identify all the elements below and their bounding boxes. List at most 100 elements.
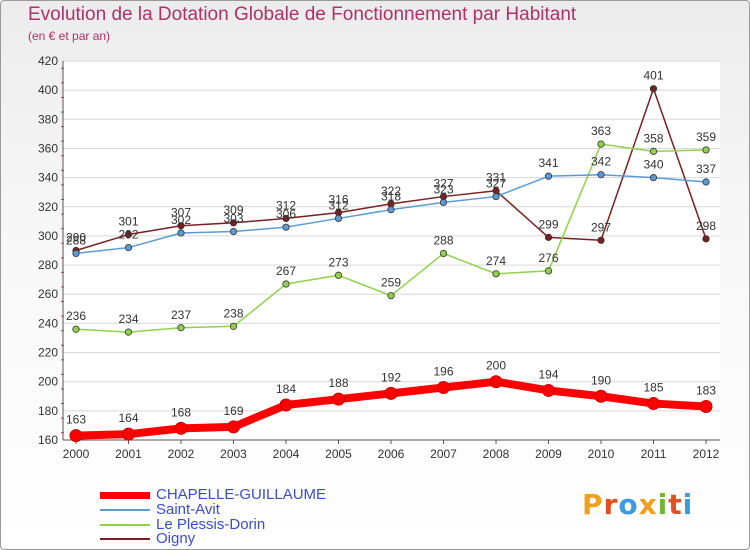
point-oigny-2002: [177, 222, 185, 230]
point-le-plessis-dorin-2011: [649, 147, 658, 155]
logo-letter: r: [603, 488, 619, 521]
y-tick-label-180: 180: [38, 404, 58, 418]
data-label-oigny-2008: 331: [486, 171, 506, 185]
point-oigny-2010: [597, 236, 605, 244]
point-saint-avit-2010: [597, 171, 605, 179]
data-label-chapelle-guillaume-2003: 169: [223, 404, 243, 418]
data-label-chapelle-guillaume-2012: 183: [696, 383, 716, 397]
point-le-plessis-dorin-2004: [282, 280, 290, 288]
logo-letter: o: [618, 488, 639, 521]
data-label-le-plessis-dorin-2003: 238: [223, 306, 243, 320]
point-saint-avit-2006: [387, 206, 395, 214]
data-label-le-plessis-dorin-2008: 274: [486, 254, 506, 268]
point-saint-avit-2008: [492, 192, 500, 201]
data-label-saint-avit-2011: 340: [643, 158, 663, 172]
point-chapelle-guillaume-2005: [332, 392, 345, 406]
y-tick-label-300: 300: [38, 229, 58, 243]
logo-letter: i: [682, 488, 694, 521]
legend-label-oigny: Oigny: [156, 530, 196, 547]
x-tick-label-2000: 2000: [63, 447, 90, 461]
data-label-le-plessis-dorin-2009: 276: [538, 251, 558, 265]
data-label-le-plessis-dorin-2011: 358: [643, 131, 663, 145]
data-label-chapelle-guillaume-2001: 164: [118, 411, 138, 425]
point-saint-avit-2001: [124, 243, 133, 252]
data-label-chapelle-guillaume-2007: 196: [433, 365, 453, 379]
data-label-oigny-2000: 290: [66, 231, 86, 245]
data-label-le-plessis-dorin-2005: 273: [328, 255, 348, 269]
data-label-saint-avit-2002: 302: [171, 213, 191, 227]
point-saint-avit-2009: [544, 172, 553, 180]
point-chapelle-guillaume-2010: [594, 389, 608, 403]
point-saint-avit-2005: [334, 214, 343, 223]
data-label-chapelle-guillaume-2002: 168: [171, 405, 191, 419]
data-label-le-plessis-dorin-2012: 359: [696, 130, 716, 144]
logo-letter: t: [668, 488, 683, 521]
point-saint-avit-2012: [702, 178, 710, 186]
y-tick-label-260: 260: [38, 287, 58, 301]
point-le-plessis-dorin-2005: [334, 271, 343, 279]
y-tick-label-220: 220: [38, 346, 58, 360]
x-tick-label-2004: 2004: [273, 447, 300, 461]
data-label-le-plessis-dorin-2000: 236: [66, 309, 86, 323]
logo-letter: i: [657, 488, 669, 521]
point-saint-avit-2002: [177, 229, 185, 237]
legend-label-le-plessis-dorin: Le Plessis-Dorin: [156, 516, 266, 533]
x-tick-label-2005: 2005: [325, 447, 352, 461]
y-tick-label-380: 380: [38, 112, 58, 126]
y-tick-label-420: 420: [38, 54, 58, 68]
legend-swatch-saint-avit: [100, 509, 150, 511]
data-label-oigny-2003: 309: [223, 203, 243, 217]
point-le-plessis-dorin-2003: [229, 322, 238, 330]
data-label-le-plessis-dorin-2006: 259: [381, 276, 401, 290]
data-label-oigny-2005: 316: [328, 193, 348, 207]
x-tick-label-2012: 2012: [693, 447, 720, 461]
data-label-oigny-2011: 401: [643, 69, 663, 83]
data-label-oigny-2001: 301: [118, 214, 138, 228]
legend-swatch-le-plessis-dorin: [100, 524, 150, 526]
data-label-saint-avit-2005: 312: [328, 198, 348, 212]
data-label-saint-avit-2006: 318: [381, 190, 401, 204]
data-label-le-plessis-dorin-2010: 363: [591, 124, 611, 138]
point-chapelle-guillaume-2001: [122, 427, 135, 441]
data-label-chapelle-guillaume-2009: 194: [538, 367, 558, 381]
point-chapelle-guillaume-2011: [647, 397, 660, 411]
x-tick-label-2011: 2011: [641, 447, 667, 461]
data-label-le-plessis-dorin-2007: 288: [433, 233, 453, 247]
logo-letter: x: [638, 488, 658, 521]
data-label-le-plessis-dorin-2002: 237: [171, 308, 191, 322]
y-tick-label-160: 160: [38, 433, 58, 447]
point-le-plessis-dorin-2000: [72, 325, 80, 333]
legend-label-saint-avit: Saint-Avit: [156, 501, 220, 518]
data-label-oigny-2007: 327: [433, 177, 453, 191]
data-label-saint-avit-2007: 323: [433, 182, 453, 196]
point-chapelle-guillaume-2012: [699, 399, 713, 413]
data-label-oigny-2002: 307: [171, 206, 191, 220]
proxiti-logo: Proxiti: [582, 488, 693, 521]
point-chapelle-guillaume-2008: [489, 375, 503, 389]
x-tick-label-2009: 2009: [535, 447, 562, 461]
point-le-plessis-dorin-2001: [124, 328, 133, 336]
x-tick-label-2002: 2002: [168, 447, 195, 461]
plot-area: [63, 61, 720, 440]
x-tick-label-2006: 2006: [378, 447, 405, 461]
data-label-saint-avit-2001: 292: [118, 228, 138, 242]
point-saint-avit-2007: [439, 198, 448, 206]
x-tick-label-2001: 2001: [115, 447, 142, 461]
point-saint-avit-2004: [282, 223, 290, 231]
point-oigny-2011: [649, 85, 658, 93]
data-label-saint-avit-2003: 303: [223, 212, 243, 226]
data-label-oigny-2009: 299: [538, 217, 558, 231]
y-tick-label-340: 340: [38, 171, 58, 185]
data-label-saint-avit-2004: 306: [276, 207, 296, 221]
data-label-chapelle-guillaume-2010: 190: [591, 373, 611, 387]
logo-letter: P: [582, 488, 604, 521]
point-oigny-2004: [282, 214, 290, 223]
chart-title: Evolution de la Dotation Globale de Fonc…: [28, 4, 577, 25]
point-chapelle-guillaume-2003: [227, 420, 240, 434]
legend-swatch-chapelle-guillaume: [100, 492, 150, 499]
point-chapelle-guillaume-2000: [69, 429, 83, 443]
point-le-plessis-dorin-2012: [702, 146, 710, 154]
data-label-oigny-2004: 312: [276, 198, 296, 212]
point-oigny-2003: [229, 219, 238, 227]
